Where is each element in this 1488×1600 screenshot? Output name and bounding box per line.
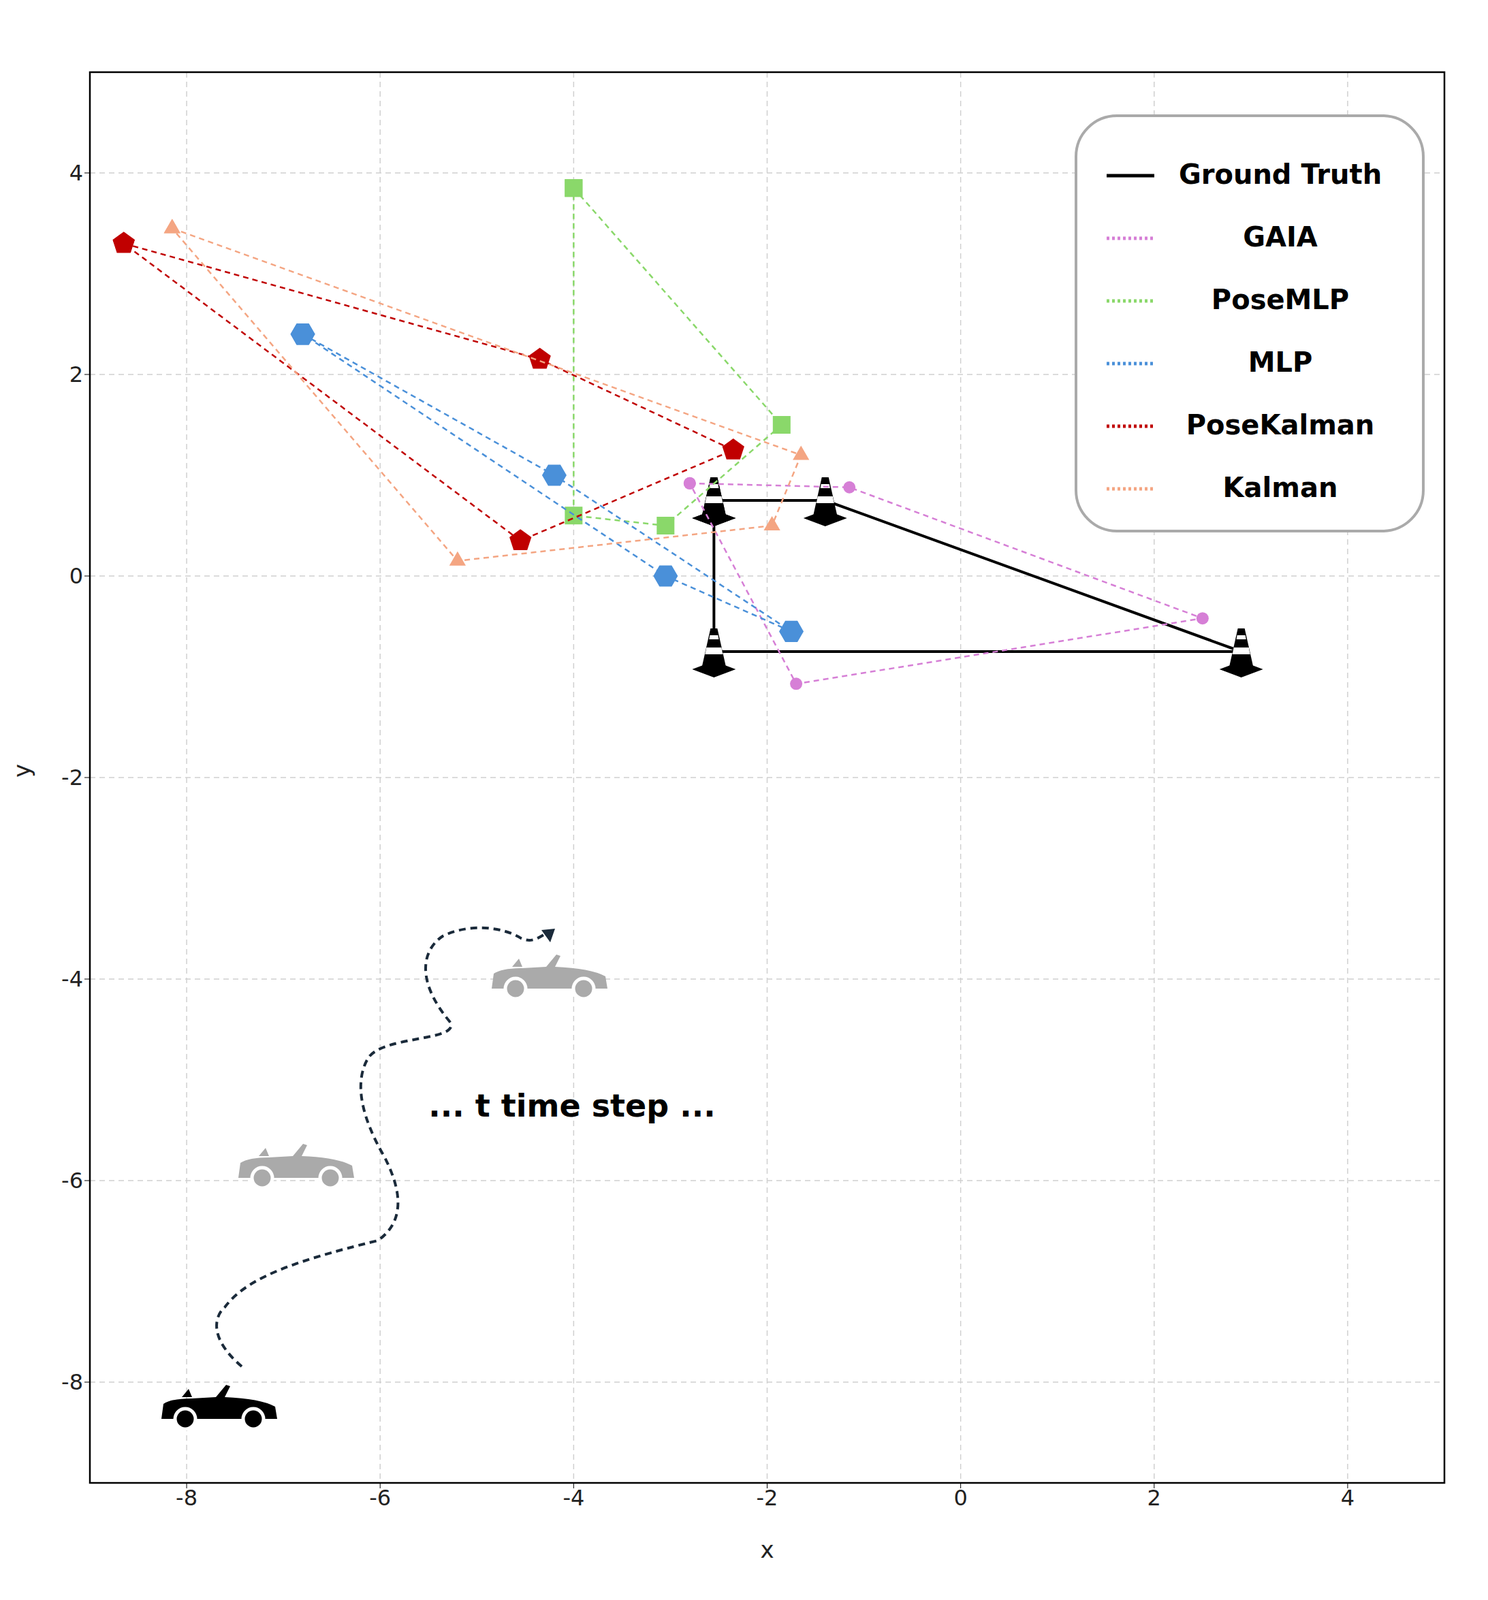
svg-text:... t time step ...: ... t time step ... — [428, 1087, 716, 1125]
svg-text:y: y — [8, 764, 36, 778]
svg-text:Kalman: Kalman — [1223, 471, 1339, 504]
svg-text:PoseKalman: PoseKalman — [1186, 409, 1375, 441]
svg-text:MLP: MLP — [1248, 346, 1313, 378]
svg-text:4: 4 — [1340, 1485, 1355, 1512]
svg-text:x: x — [760, 1536, 774, 1564]
svg-text:0: 0 — [953, 1485, 968, 1512]
svg-text:0: 0 — [69, 563, 84, 590]
svg-text:2: 2 — [1147, 1485, 1162, 1512]
svg-text:2: 2 — [69, 361, 84, 388]
svg-text:4: 4 — [69, 160, 84, 186]
svg-text:-2: -2 — [61, 764, 84, 791]
svg-text:-4: -4 — [562, 1485, 585, 1512]
svg-text:-2: -2 — [756, 1485, 779, 1512]
svg-text:-8: -8 — [61, 1369, 84, 1396]
svg-text:-6: -6 — [61, 1167, 84, 1194]
svg-text:-4: -4 — [61, 966, 84, 993]
svg-text:-6: -6 — [369, 1485, 391, 1512]
svg-text:PoseMLP: PoseMLP — [1211, 283, 1350, 316]
svg-text:Ground Truth: Ground Truth — [1178, 158, 1382, 191]
svg-text:-8: -8 — [175, 1485, 198, 1512]
svg-text:GAIA: GAIA — [1242, 221, 1318, 253]
